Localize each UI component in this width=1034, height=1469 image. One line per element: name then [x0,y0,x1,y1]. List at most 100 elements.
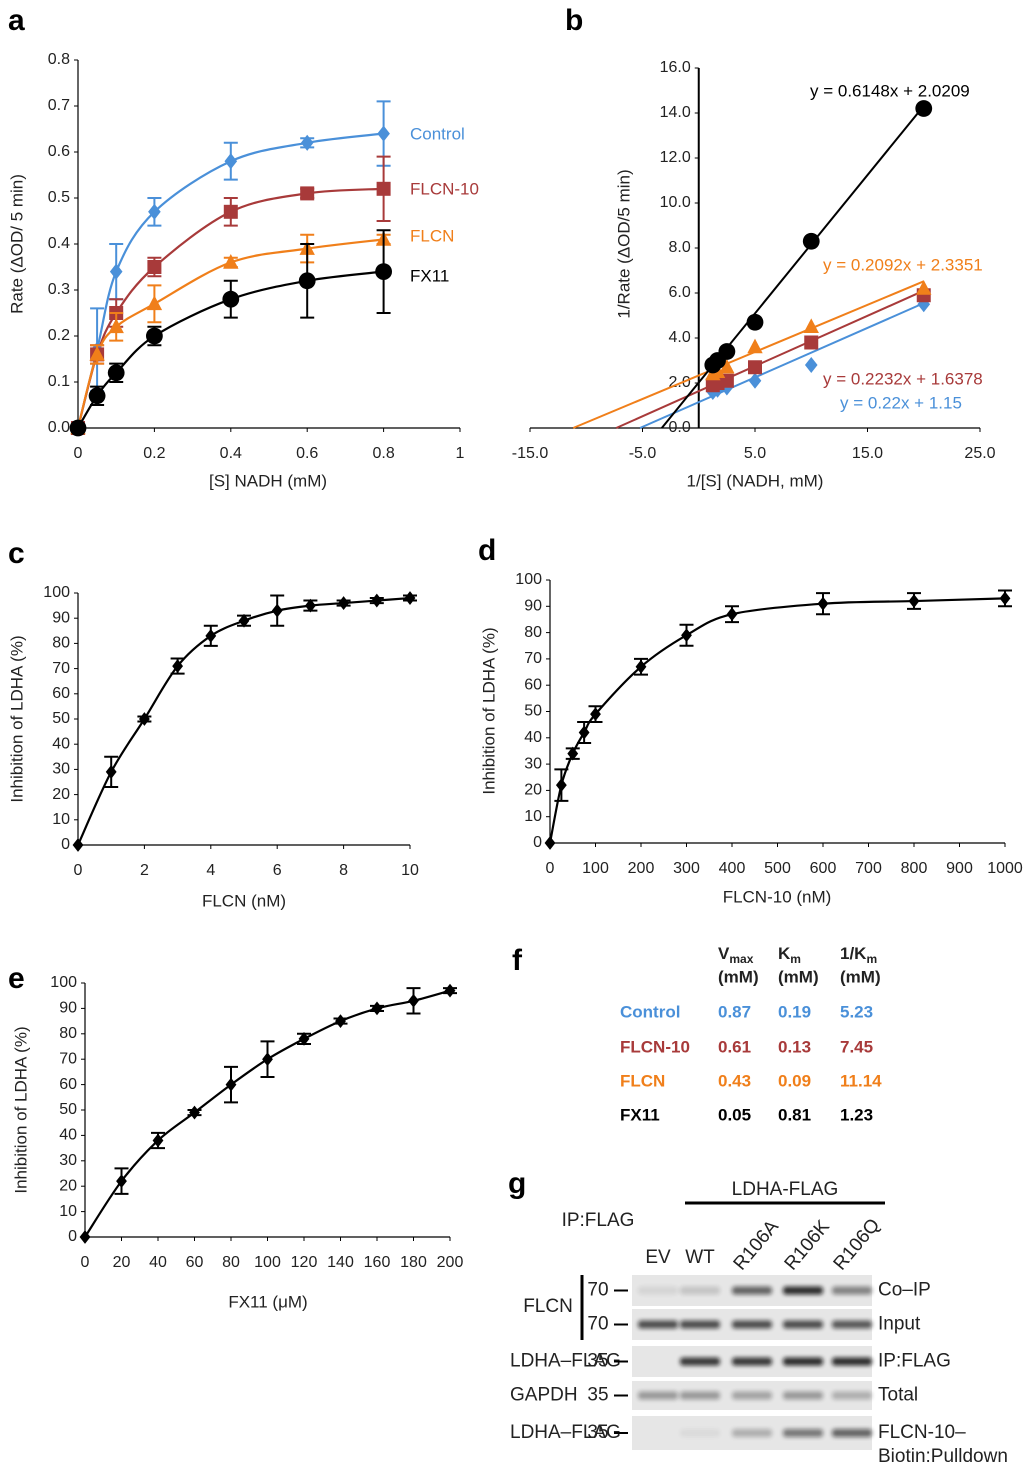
y-tick-label: 50 [52,710,70,727]
protein-label: LDHA–FLAG [510,1351,621,1372]
data-point [804,356,818,374]
y-tick-label: 0.5 [48,189,70,206]
band [638,1320,678,1329]
cell: 0.09 [778,1071,811,1090]
x-tick-label: 8 [339,862,348,879]
row-label: Co–IP [878,1280,931,1301]
x-tick-label: 200 [437,1254,464,1271]
x-tick-label: 180 [400,1254,427,1271]
cell: 7.45 [840,1037,873,1056]
lane-label: R106K [781,1216,835,1274]
data-point [748,360,762,375]
marker-size: 70 [587,1280,608,1301]
y-axis-title: Inhibition of LDHA (%) [7,635,26,802]
x-tick-label: 60 [186,1254,204,1271]
panel-letter: c [8,537,25,570]
data-point [681,628,692,643]
header-sub: max [729,952,753,966]
series-label: FLCN [410,226,454,245]
protein-label: GAPDH [510,1385,578,1406]
data-point [804,335,819,350]
data-point [746,313,764,331]
data-point [917,296,931,313]
data-point [148,203,161,220]
x-tick-label: -15.0 [512,445,549,462]
x-axis-title: 1/[S] (NADH, mM) [687,471,824,490]
column-unit: (mM) [718,967,759,986]
y-tick-label: 0.2 [48,327,70,344]
x-tick-label: 0.4 [220,445,242,462]
y-tick-label: 90 [59,1000,77,1017]
row-label: FLCN [620,1071,665,1090]
x-tick-label: 900 [946,860,973,877]
y-tick-label: 80 [52,635,70,652]
data-point [262,1052,273,1067]
x-tick-label: 800 [901,860,928,877]
band [783,1429,823,1437]
x-tick-label: 200 [628,860,655,877]
x-tick-label: 2 [140,862,149,879]
cell: 1.23 [840,1105,873,1124]
lane-label: R106A [730,1216,784,1274]
y-tick-label: 30 [59,1152,77,1169]
x-axis-title: [S] NADH (mM) [209,471,327,490]
band [732,1391,772,1400]
x-tick-label: 600 [810,860,837,877]
data-point [89,346,105,361]
y-tick-label: 12.0 [660,149,691,166]
y-tick-label: 20 [59,1177,77,1194]
row-label: FLCN-10 [620,1037,690,1056]
row-label: FX11 [620,1105,660,1124]
row-label: FLCN-10– [878,1422,966,1443]
trend-line [660,105,925,429]
data-point [544,836,556,850]
trend-line [572,280,925,429]
panel-letter: d [478,534,496,567]
protein-label: FLCN [523,1296,573,1317]
data-point [908,594,920,608]
data-point [139,712,150,726]
curve [548,597,1006,844]
data-point [635,659,647,674]
y-tick-label: 60 [52,685,70,702]
series-label: Control [410,124,465,143]
y-tick-label: 60 [524,676,542,693]
data-point [376,181,391,196]
y-tick-label: 30 [524,755,542,772]
x-tick-label: 20 [113,1254,131,1271]
data-point [222,290,240,308]
row-label: Control [620,1002,680,1021]
y-tick-label: 16.0 [660,59,691,76]
band [832,1357,872,1366]
curve [76,596,411,846]
trend-equation: y = 0.6148x + 2.0209 [810,81,970,100]
cell: 0.05 [718,1105,751,1124]
data-point [300,134,314,151]
data-point [803,318,819,334]
x-tick-label: 400 [719,860,746,877]
data-point [298,272,316,290]
marker-size: 35 [587,1351,608,1372]
data-point [999,591,1011,606]
x-tick-label: 10 [401,862,419,879]
y-tick-label: 0.0 [669,419,691,436]
series-label: FX11 [410,266,449,285]
column-unit: (mM) [778,967,819,986]
y-tick-label: 10 [524,808,542,825]
y-tick-label: 70 [59,1050,77,1067]
x-tick-label: 0 [546,860,555,877]
data-point [152,1133,164,1148]
data-point [371,1001,383,1016]
cell: 0.81 [778,1105,811,1124]
header-main: V [718,944,730,963]
y-tick-label: 70 [524,650,542,667]
band [680,1357,720,1366]
data-point [147,260,162,274]
y-tick-label: 10.0 [660,194,691,211]
x-axis-title: FX11 (μM) [228,1292,307,1311]
y-tick-label: 0.1 [48,373,70,390]
y-tick-label: 50 [524,703,542,720]
x-axis-title: FLCN (nM) [202,891,286,910]
data-point [338,596,349,610]
y-tick-label: 40 [59,1127,77,1144]
